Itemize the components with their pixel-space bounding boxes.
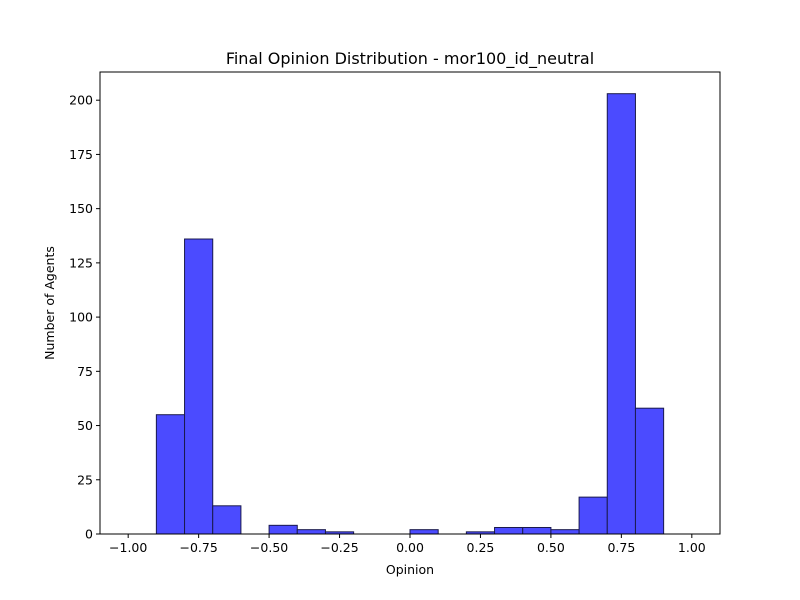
y-axis-label: Number of Agents: [42, 246, 57, 360]
x-tick-label: 0.00: [396, 540, 424, 555]
histogram-bar: [268, 524, 298, 535]
y-tick-label: 100: [69, 310, 93, 325]
histogram-bar: [634, 407, 665, 535]
y-tick-label: 0: [85, 527, 93, 542]
x-tick-label: 0.25: [467, 540, 495, 555]
histogram-bar: [155, 414, 186, 535]
x-tick-label: 1.00: [678, 540, 706, 555]
x-tick-label: −0.25: [320, 540, 358, 555]
x-axis-label: Opinion: [386, 562, 434, 577]
histogram-bar: [606, 93, 636, 535]
y-axis-ticks: 0 25 50 75 100 125 150 175 200: [69, 93, 100, 542]
y-tick-label: 150: [69, 201, 93, 216]
y-tick-label: 175: [69, 147, 93, 162]
y-tick-label: 50: [77, 418, 93, 433]
y-tick-label: 25: [77, 472, 93, 487]
x-tick-label: −0.75: [179, 540, 217, 555]
histogram-bar: [578, 496, 608, 535]
y-tick-label: 125: [69, 255, 93, 270]
bars-group: [155, 93, 665, 535]
histogram-bar: [212, 505, 242, 535]
histogram-bar: [184, 238, 214, 535]
x-tick-label: 0.50: [537, 540, 565, 555]
y-tick-label: 200: [69, 93, 93, 108]
x-tick-label: −0.50: [250, 540, 288, 555]
histogram-bar: [296, 529, 326, 535]
x-tick-label: −1.00: [109, 540, 147, 555]
x-axis-ticks: −1.00 −0.75 −0.50 −0.25 0.00 0.25 0.50 0.75 1.00: [109, 534, 706, 555]
x-tick-label: 0.75: [607, 540, 635, 555]
histogram-bar: [522, 526, 552, 535]
histogram-bar: [409, 529, 439, 535]
chart-title: Final Opinion Distribution - mor100_id_n…: [226, 49, 594, 69]
histogram-bar: [550, 529, 580, 535]
y-tick-label: 75: [77, 364, 93, 379]
histogram-bar: [494, 526, 524, 535]
